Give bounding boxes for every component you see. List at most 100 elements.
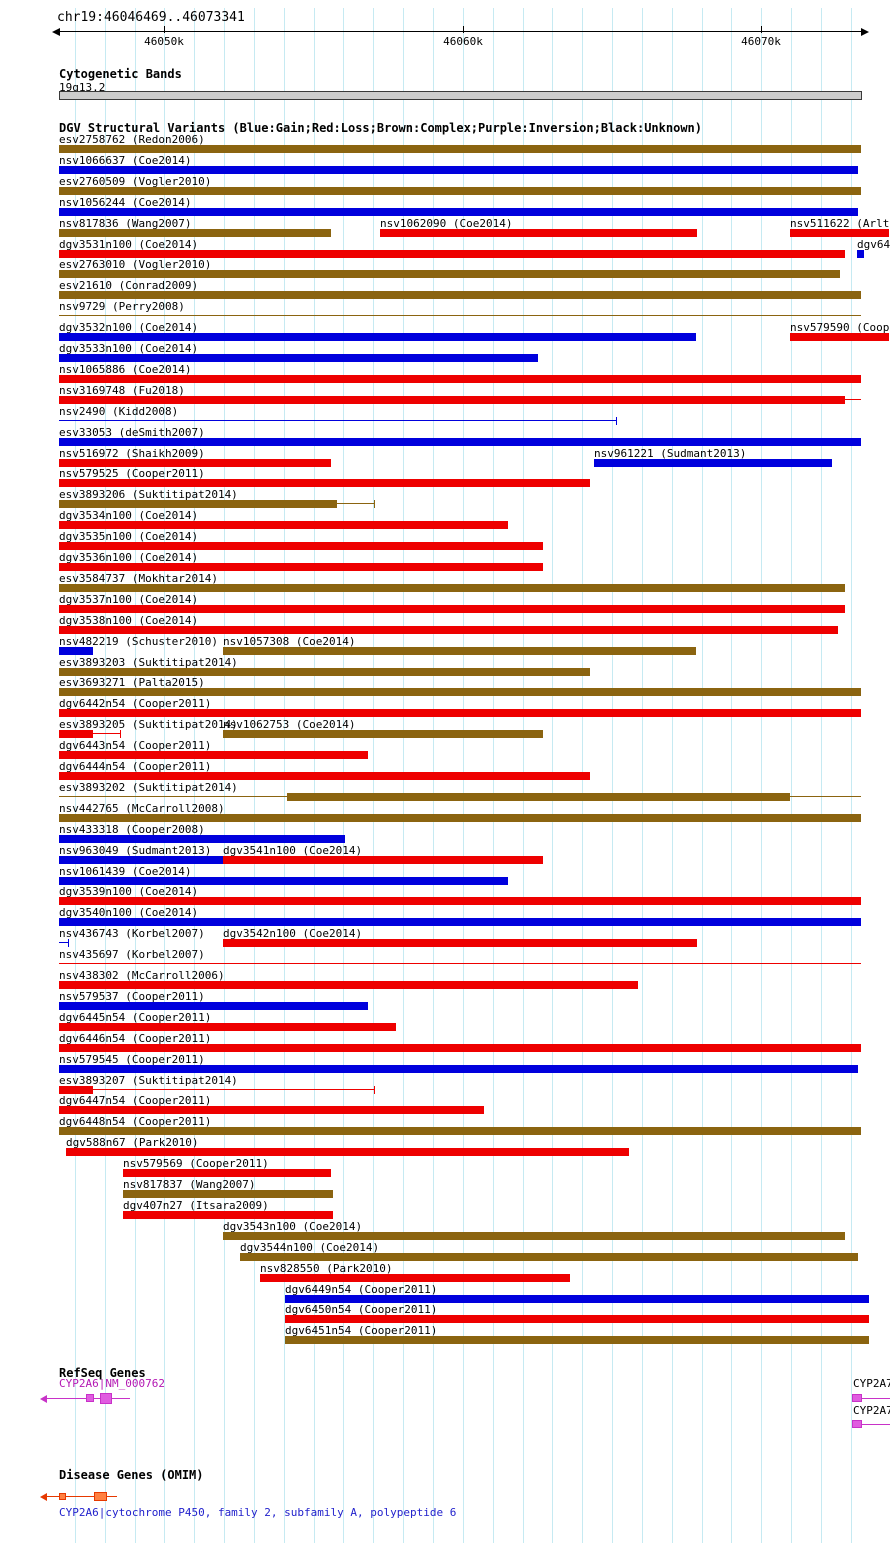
- variant-label[interactable]: dgv6443n54 (Cooper2011): [59, 739, 212, 752]
- variant-label[interactable]: dgv407n27 (Itsara2009): [123, 1199, 269, 1212]
- variant-bar[interactable]: [285, 1315, 869, 1323]
- variant-bar[interactable]: [287, 793, 790, 801]
- variant-label[interactable]: dgv6446n54 (Cooper2011): [59, 1032, 212, 1045]
- variant-bar[interactable]: [59, 1044, 861, 1052]
- variant-label[interactable]: dgv3536n100 (Coe2014): [59, 551, 199, 564]
- variant-bar[interactable]: [285, 1336, 869, 1344]
- variant-label[interactable]: esv3893207 (Suktitipat2014): [59, 1074, 238, 1087]
- variant-label[interactable]: nsv817837 (Wang2007): [123, 1178, 256, 1191]
- variant-bar[interactable]: [59, 354, 538, 362]
- variant-label[interactable]: dgv3533n100 (Coe2014): [59, 342, 199, 355]
- variant-label[interactable]: nsv579525 (Cooper2011): [59, 467, 205, 480]
- variant-bar[interactable]: [59, 1065, 858, 1073]
- variant-label[interactable]: dgv3539n100 (Coe2014): [59, 885, 199, 898]
- variant-bar[interactable]: [59, 563, 543, 571]
- variant-label[interactable]: dgv3541n100 (Coe2014): [223, 844, 363, 857]
- variant-bar[interactable]: [59, 814, 861, 822]
- variant-label[interactable]: nsv579545 (Cooper2011): [59, 1053, 205, 1066]
- gene-exon[interactable]: [100, 1393, 112, 1404]
- variant-bar[interactable]: [59, 897, 861, 905]
- variant-bar[interactable]: [790, 333, 889, 341]
- variant-label[interactable]: dgv3535n100 (Coe2014): [59, 530, 199, 543]
- variant-bar[interactable]: [59, 730, 93, 738]
- variant-label[interactable]: esv21610 (Conrad2009): [59, 279, 199, 292]
- variant-label[interactable]: nsv1062090 (Coe2014): [380, 217, 513, 230]
- variant-bar[interactable]: [59, 877, 508, 885]
- variant-bar[interactable]: [59, 187, 861, 195]
- variant-bar[interactable]: [59, 626, 838, 634]
- variant-bar[interactable]: [223, 1232, 845, 1240]
- variant-bar[interactable]: [59, 500, 337, 508]
- variant-label[interactable]: esv3893202 (Suktitipat2014): [59, 781, 238, 794]
- variant-label[interactable]: esv33053 (deSmith2007): [59, 426, 205, 439]
- gene-label[interactable]: CYP2A6|NM_000762: [59, 1377, 165, 1390]
- variant-label[interactable]: esv3893205 (Suktitipat2014): [59, 718, 238, 731]
- variant-label[interactable]: dgv3537n100 (Coe2014): [59, 593, 199, 606]
- variant-label[interactable]: dgv3540n100 (Coe2014): [59, 906, 199, 919]
- variant-bar[interactable]: [59, 605, 845, 613]
- variant-bar[interactable]: [59, 856, 223, 864]
- variant-bar[interactable]: [59, 145, 861, 153]
- variant-bar[interactable]: [260, 1274, 570, 1282]
- variant-bar[interactable]: [59, 521, 508, 529]
- variant-bar[interactable]: [59, 1106, 484, 1114]
- variant-bar[interactable]: [123, 1190, 333, 1198]
- variant-label[interactable]: nsv3169748 (Fu2018): [59, 384, 185, 397]
- variant-label[interactable]: dgv588n67 (Park2010): [66, 1136, 199, 1149]
- gene-exon[interactable]: [852, 1394, 862, 1402]
- variant-bar[interactable]: [380, 229, 697, 237]
- variant-bar[interactable]: [223, 856, 543, 864]
- variant-label[interactable]: dgv3531n100 (Coe2014): [59, 238, 199, 251]
- variant-label[interactable]: dgv6447n54 (Cooper2011): [59, 1094, 212, 1107]
- variant-label[interactable]: esv3693271 (Palta2015): [59, 676, 205, 689]
- variant-bar[interactable]: [59, 751, 368, 759]
- gene-label[interactable]: CYP2A7: [853, 1377, 890, 1390]
- variant-label[interactable]: nsv1061439 (Coe2014): [59, 865, 192, 878]
- variant-label[interactable]: dgv6449n54 (Cooper2011): [285, 1283, 438, 1296]
- variant-bar[interactable]: [59, 688, 861, 696]
- variant-label[interactable]: esv2763010 (Vogler2010): [59, 258, 212, 271]
- variant-bar[interactable]: [59, 459, 331, 467]
- variant-bar[interactable]: [59, 647, 93, 655]
- variant-bar[interactable]: [59, 166, 858, 174]
- variant-label[interactable]: nsv961221 (Sudmant2013): [594, 447, 747, 460]
- variant-bar[interactable]: [59, 208, 858, 216]
- variant-label[interactable]: nsv436743 (Korbel2007): [59, 927, 205, 940]
- variant-label[interactable]: nsv2490 (Kidd2008): [59, 405, 179, 418]
- variant-label[interactable]: nsv433318 (Cooper2008): [59, 823, 205, 836]
- variant-bar[interactable]: [59, 291, 861, 299]
- variant-bar[interactable]: [59, 229, 331, 237]
- variant-label[interactable]: esv2760509 (Vogler2010): [59, 175, 212, 188]
- variant-bar[interactable]: [59, 1023, 396, 1031]
- variant-line[interactable]: [59, 420, 616, 421]
- variant-label[interactable]: dgv6444n54 (Cooper2011): [59, 760, 212, 773]
- variant-bar[interactable]: [223, 730, 543, 738]
- variant-label[interactable]: dgv6450n54 (Cooper2011): [285, 1303, 438, 1316]
- variant-label[interactable]: esv3893203 (Suktitipat2014): [59, 656, 238, 669]
- variant-label[interactable]: nsv817836 (Wang2007): [59, 217, 192, 230]
- gene-exon[interactable]: [59, 1493, 66, 1500]
- variant-label[interactable]: nsv9729 (Perry2008): [59, 300, 185, 313]
- variant-label[interactable]: dgv3544n100 (Coe2014): [240, 1241, 380, 1254]
- variant-label[interactable]: nsv1057308 (Coe2014): [223, 635, 356, 648]
- variant-label[interactable]: nsv442765 (McCarroll2008): [59, 802, 225, 815]
- variant-label[interactable]: dgv6445n54 (Cooper2011): [59, 1011, 212, 1024]
- variant-label[interactable]: esv3893206 (Suktitipat2014): [59, 488, 238, 501]
- variant-bar[interactable]: [66, 1148, 629, 1156]
- variant-bar[interactable]: [790, 229, 889, 237]
- variant-label[interactable]: dgv64: [857, 238, 890, 251]
- variant-bar[interactable]: [59, 438, 861, 446]
- variant-bar[interactable]: [223, 647, 696, 655]
- variant-bar[interactable]: [857, 250, 864, 258]
- variant-line[interactable]: [93, 1089, 374, 1090]
- variant-label[interactable]: dgv3534n100 (Coe2014): [59, 509, 199, 522]
- variant-bar[interactable]: [59, 1086, 93, 1094]
- variant-label[interactable]: esv2758762 (Redon2006): [59, 133, 205, 146]
- variant-label[interactable]: nsv828550 (Park2010): [260, 1262, 393, 1275]
- variant-bar[interactable]: [59, 1002, 368, 1010]
- variant-bar[interactable]: [59, 981, 638, 989]
- variant-line[interactable]: [337, 503, 374, 504]
- variant-label[interactable]: nsv579537 (Cooper2011): [59, 990, 205, 1003]
- variant-label[interactable]: dgv3542n100 (Coe2014): [223, 927, 363, 940]
- variant-label[interactable]: dgv3538n100 (Coe2014): [59, 614, 199, 627]
